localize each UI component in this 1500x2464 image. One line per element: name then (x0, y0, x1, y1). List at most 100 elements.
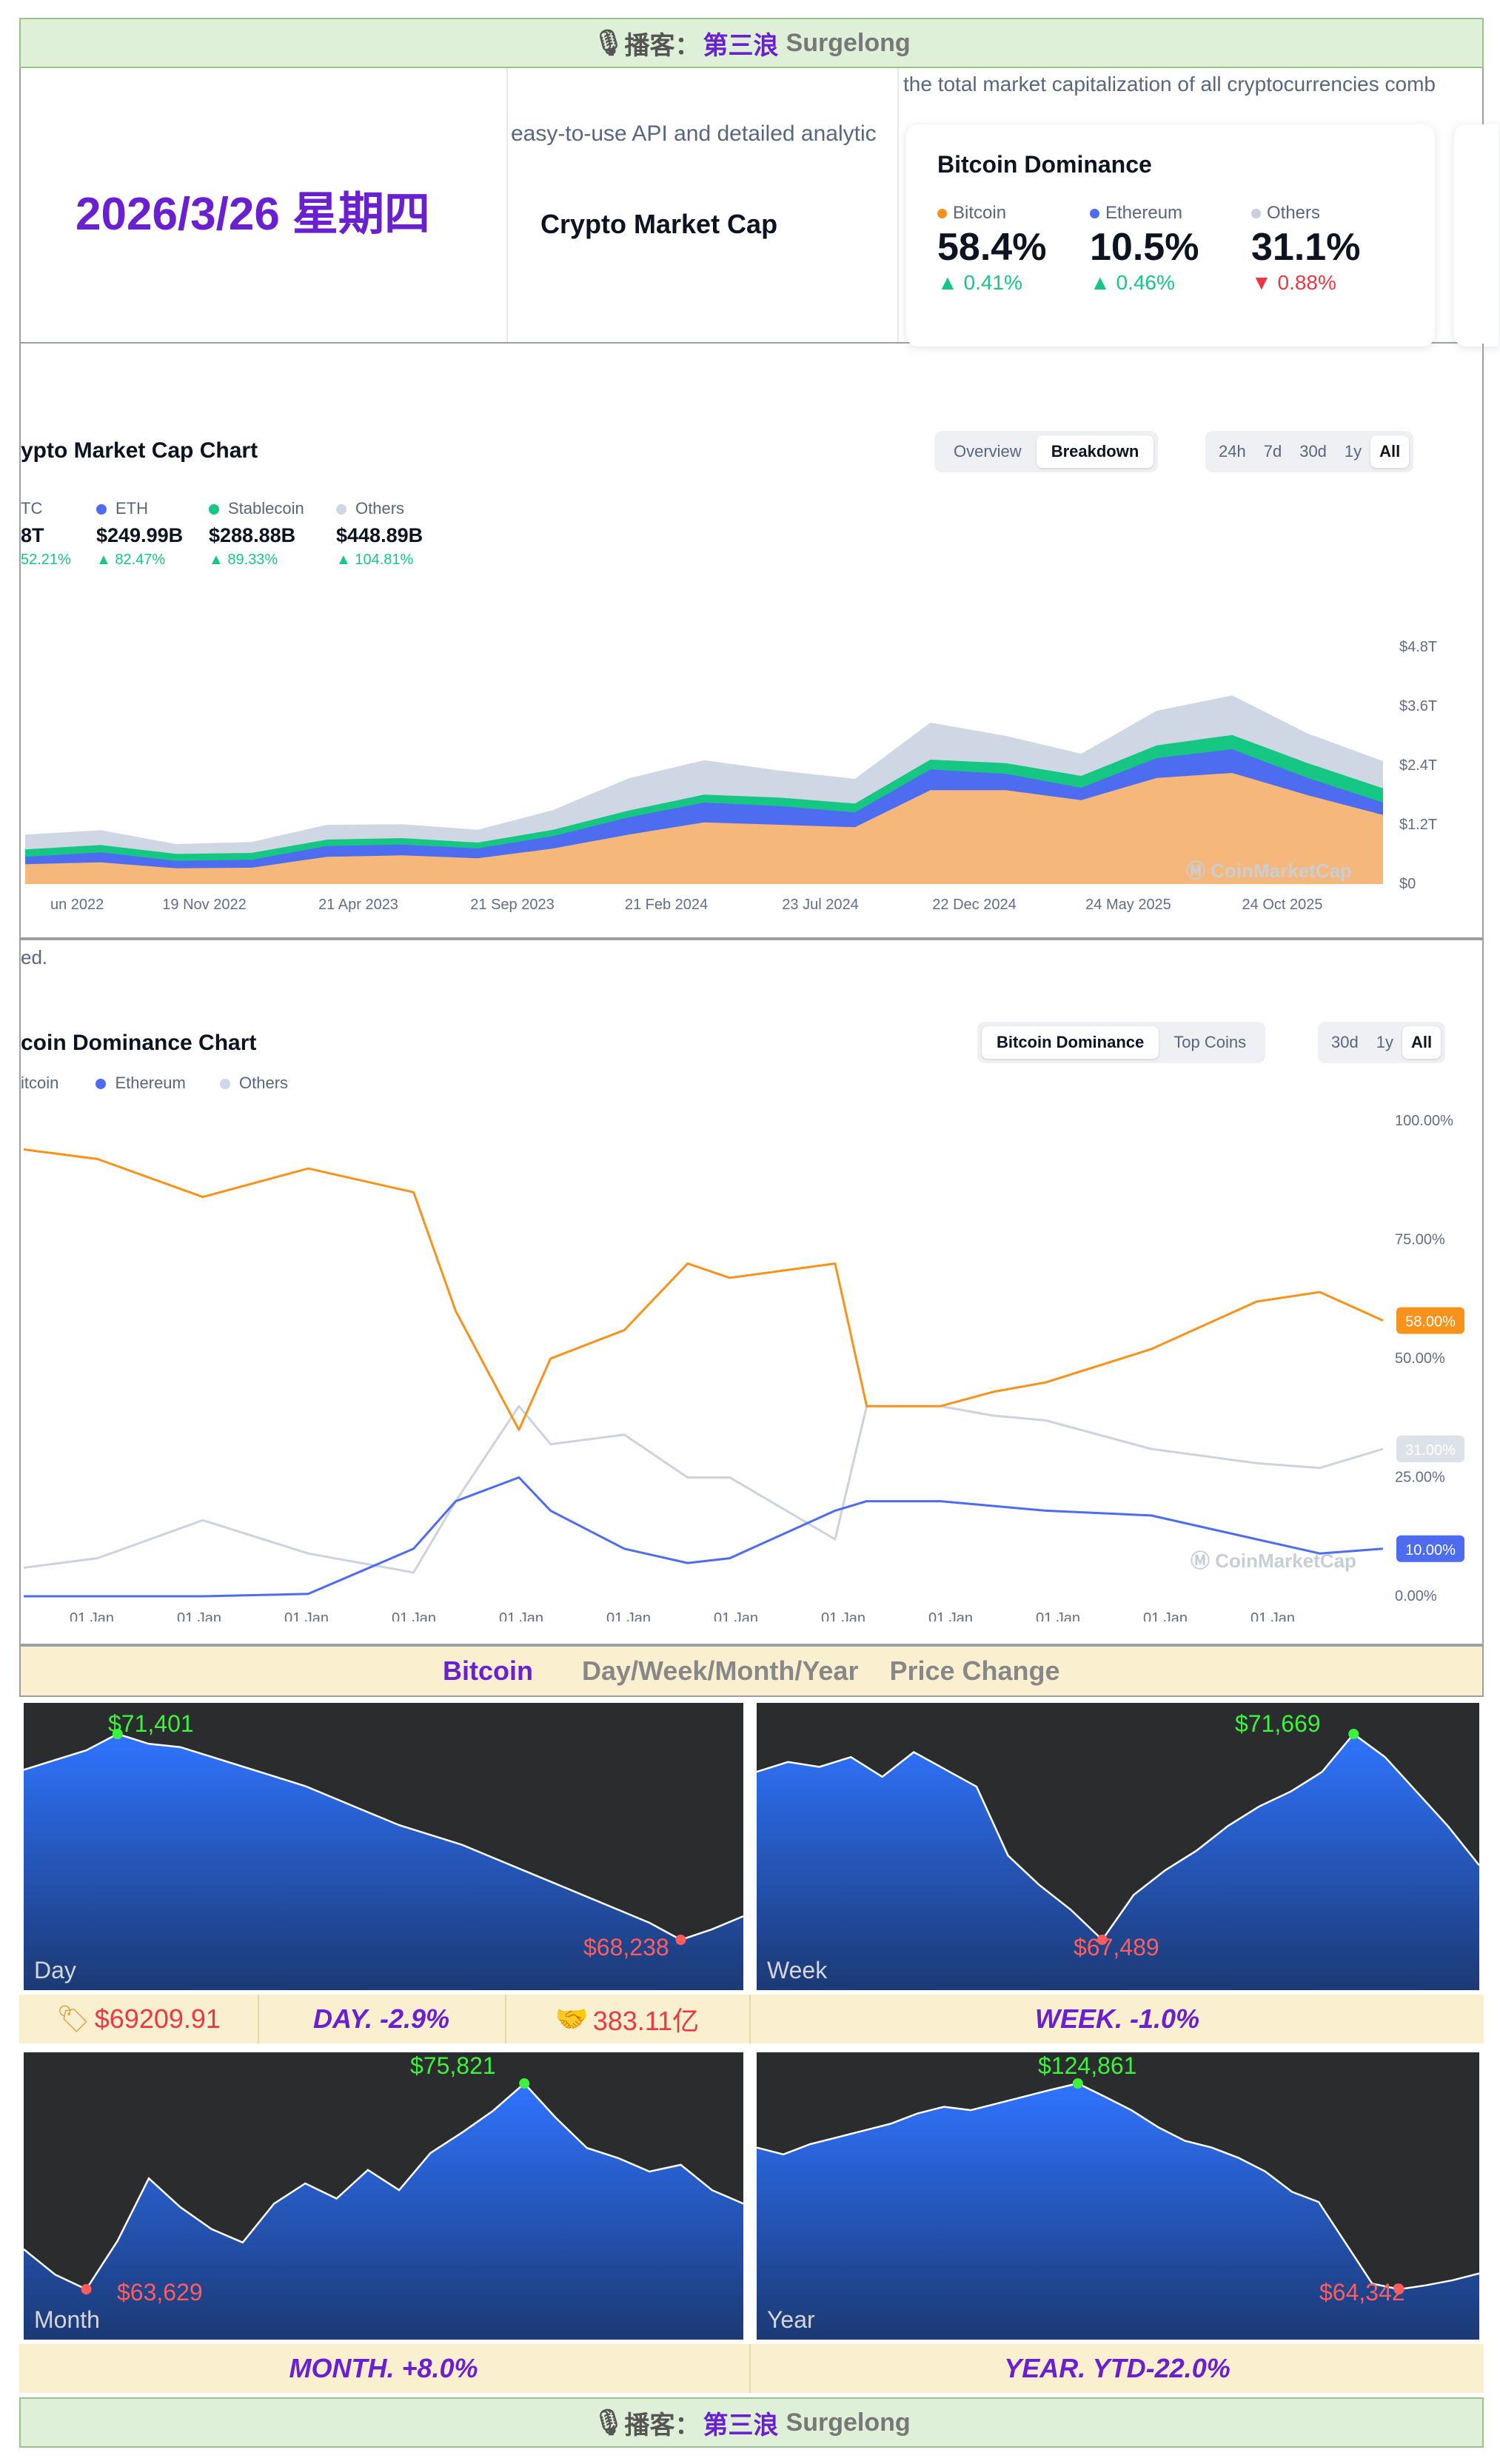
dominance-chart[interactable]: 0.00% 25.00% 50.00% 75.00% 100.00% 01 Jan 01 J… (21, 1103, 1484, 1621)
week-high: $71,669 (1235, 1710, 1321, 1737)
current-price: $69209.91 (94, 2003, 221, 2034)
mc-legend-stable-name: Stablecoin (228, 499, 304, 518)
range-30d[interactable]: 30d (1299, 442, 1327, 461)
mc-legend-eth-name: ETH (115, 499, 148, 518)
price-change-period: Day/Week/Month/Year (582, 1656, 859, 1686)
mc-legend-eth-value: $249.99B (96, 524, 184, 546)
up-arrow-icon: ▲ (1090, 271, 1116, 294)
price-change-coin: Bitcoin (443, 1656, 533, 1686)
dom-x-tick: 01 Jan (928, 1610, 973, 1621)
range-all[interactable]: All (1370, 435, 1410, 468)
dom-badge-text-others: 31.00% (1405, 1442, 1456, 1459)
up-arrow-icon: ▲ (96, 552, 115, 568)
market-cap-section: ypto Market Cap Chart Overview Breakdown… (19, 344, 1484, 940)
eth-change: 0.46% (1116, 271, 1175, 294)
price-change-label: Price Change (889, 1656, 1060, 1686)
market-cap-chart[interactable]: $0 $1.2T $2.4T $3.6T $4.8T un 2022 19 Nov 2022… (21, 603, 1484, 914)
tab-overview[interactable]: Overview (954, 442, 1022, 461)
high-marker (1072, 2078, 1083, 2089)
dom-y-tick: 100.00% (1395, 1113, 1453, 1129)
week-panel: $71,669 $67,489 Week (757, 1703, 1479, 1990)
coinmarketcap-logo-icon: Ⓜ (1191, 1550, 1216, 1572)
mc-y-tick: $1.2T (1399, 817, 1437, 833)
dom-range-all[interactable]: All (1402, 1026, 1442, 1059)
price-line (757, 2082, 1479, 2291)
week-sparkline (757, 1729, 1479, 1990)
stats-divider-1 (258, 1995, 259, 2043)
btc-name: Bitcoin (953, 203, 1007, 223)
microphone-icon: 🎙 (592, 29, 625, 57)
eth-name: Ethereum (1105, 203, 1183, 223)
dom-badge-others (1396, 1435, 1464, 1462)
mc-y-tick: $2.4T (1399, 757, 1437, 774)
volume-value: 383.11亿 (592, 2006, 700, 2036)
mc-x-tick: un 2022 (50, 897, 104, 913)
api-snippet: easy-to-use API and detailed analytic (511, 121, 877, 146)
range-24h[interactable]: 24h (1219, 442, 1246, 461)
range-7d[interactable]: 7d (1263, 442, 1282, 461)
high-marker (112, 1729, 123, 1739)
dom-y-tick: 0.00% (1395, 1588, 1437, 1604)
date-title: 2026/3/26 星期四 (76, 189, 431, 240)
tab-top-coins[interactable]: Top Coins (1173, 1033, 1247, 1051)
others-value: 31.1% (1251, 226, 1361, 269)
low-marker (1096, 1935, 1108, 1945)
mc-legend-eth-change: 82.47% (115, 552, 166, 568)
price-area (757, 2083, 1479, 2340)
dom-range-30d[interactable]: 30d (1331, 1033, 1359, 1051)
range-1y[interactable]: 1y (1344, 442, 1362, 461)
mc-legend-others: Others $448.89B ▲ 104.81% (336, 499, 423, 569)
down-arrow-icon: ▼ (1251, 271, 1278, 294)
mc-x-tick: 23 Jul 2024 (782, 897, 858, 913)
week-label: Week (767, 1957, 828, 1983)
price-line (24, 1732, 743, 1941)
mc-legend-eth: ETH $249.99B ▲ 82.47% (96, 499, 183, 569)
high-marker (1348, 1729, 1359, 1739)
day-label: Day (34, 1957, 76, 1983)
dominance-chart-title: coin Dominance Chart (21, 1031, 257, 1055)
low-marker (81, 2284, 92, 2294)
mc-legend-btc-change: 52.21% (21, 552, 71, 568)
day-low: $68,238 (583, 1934, 669, 1961)
dom-line-others (23, 1405, 1384, 1574)
dom-x-tick: 01 Jan (1250, 1610, 1295, 1621)
mc-x-tick: 22 Dec 2024 (932, 897, 1016, 913)
day-panel: $71,401 $68,238 Day (24, 1703, 743, 1990)
tab-breakdown[interactable]: Breakdown (1036, 435, 1154, 468)
year-panel: $124,861 $64,342 Year (757, 2052, 1479, 2340)
month-panel: $75,821 $63,629 Month (24, 2052, 743, 2340)
total-snippet: the total market capitalization of all c… (903, 73, 1436, 96)
month-low: $63,629 (117, 2279, 203, 2306)
dom-x-tick: 01 Jan (1143, 1610, 1188, 1621)
top-banner: 🎙 播客： 第三浪 Surgelong (19, 18, 1484, 68)
dom-x-tick: 01 Jan (499, 1610, 543, 1621)
dom-range-1y[interactable]: 1y (1376, 1033, 1393, 1051)
mc-legend-btc-name: TC (21, 499, 43, 518)
year-change: YEAR. YTD-22.0% (1004, 2353, 1231, 2383)
dominance-card-title: Bitcoin Dominance (937, 151, 1152, 178)
mc-y-tick: $3.6T (1399, 698, 1437, 714)
dominance-item-others: Others 31.1% ▼ 0.88% (1251, 203, 1360, 295)
others-name: Others (1267, 203, 1321, 223)
mc-others-dot (336, 504, 346, 515)
dom-y-tick: 25.00% (1395, 1470, 1445, 1486)
mc-x-tick: 21 Feb 2024 (625, 897, 708, 913)
dominance-card[interactable]: Bitcoin Dominance Bitcoin 58.4% ▲ 0.41% … (906, 124, 1435, 346)
dom-y-tick: 75.00% (1395, 1232, 1445, 1248)
dominance-section: ed. coin Dominance Chart Bitcoin Dominan… (19, 940, 1484, 1645)
dom-line-bitcoin (23, 1148, 1384, 1431)
year-low: $64,342 (1319, 2279, 1405, 2306)
dominance-item-eth: Ethereum 10.5% ▲ 0.46% (1090, 203, 1199, 295)
price-area (24, 2083, 743, 2340)
banner-label: 播客： (624, 31, 700, 60)
btc-value: 58.4% (937, 226, 1047, 269)
tab-bitcoin-dominance[interactable]: Bitcoin Dominance (982, 1026, 1159, 1059)
stats-divider-2 (505, 1995, 506, 2043)
dom-x-tick: 01 Jan (714, 1610, 758, 1621)
volume-cell: 🤝 383.11亿 (506, 1995, 748, 2043)
dom-y-tick: 50.00% (1395, 1350, 1445, 1367)
dom-eth-dot (96, 1079, 107, 1090)
dom-badge-btc (1396, 1307, 1464, 1334)
year-label: Year (767, 2306, 815, 2333)
up-arrow-icon: ▲ (937, 271, 964, 294)
